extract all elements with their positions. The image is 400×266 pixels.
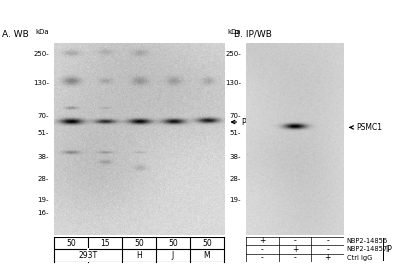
- Text: -: -: [261, 253, 264, 262]
- Text: B. IP/WB: B. IP/WB: [234, 30, 272, 39]
- Text: 19-: 19-: [38, 197, 49, 203]
- Text: M: M: [204, 251, 210, 260]
- Text: 293T: 293T: [78, 251, 98, 260]
- Text: A. WB: A. WB: [2, 30, 29, 39]
- Text: 50: 50: [66, 239, 76, 248]
- Text: -: -: [294, 236, 296, 246]
- Text: 250-: 250-: [33, 51, 49, 57]
- Text: 28-: 28-: [230, 176, 241, 181]
- Text: -: -: [326, 245, 329, 254]
- Text: 16-: 16-: [38, 210, 49, 216]
- Text: IP: IP: [385, 245, 392, 254]
- Text: PSMC1: PSMC1: [356, 123, 382, 132]
- Text: 70-: 70-: [38, 113, 49, 119]
- Text: +: +: [292, 245, 298, 254]
- Text: 28-: 28-: [38, 176, 49, 181]
- Text: kDa: kDa: [228, 29, 241, 35]
- Text: +: +: [259, 236, 266, 246]
- Text: PSMC1: PSMC1: [241, 118, 267, 127]
- Text: 50: 50: [202, 239, 212, 248]
- Text: 130-: 130-: [33, 80, 49, 86]
- Text: 15: 15: [100, 239, 110, 248]
- Text: NBP2-14857: NBP2-14857: [347, 246, 388, 252]
- Text: NBP2-14856: NBP2-14856: [347, 238, 388, 244]
- Text: kDa: kDa: [35, 29, 49, 35]
- Text: H: H: [136, 251, 142, 260]
- Text: 19-: 19-: [230, 197, 241, 203]
- Text: -: -: [261, 245, 264, 254]
- Text: 50: 50: [134, 239, 144, 248]
- Text: -: -: [326, 236, 329, 246]
- Text: 51-: 51-: [230, 130, 241, 136]
- Text: -: -: [294, 253, 296, 262]
- Text: 38-: 38-: [38, 154, 49, 160]
- Text: Ctrl IgG: Ctrl IgG: [347, 255, 372, 261]
- Text: +: +: [324, 253, 331, 262]
- Text: 250-: 250-: [225, 51, 241, 57]
- Text: J: J: [172, 251, 174, 260]
- Text: 51-: 51-: [38, 130, 49, 136]
- Text: 130-: 130-: [225, 80, 241, 86]
- Text: 38-: 38-: [230, 154, 241, 160]
- Text: 50: 50: [168, 239, 178, 248]
- Text: 70-: 70-: [230, 113, 241, 119]
